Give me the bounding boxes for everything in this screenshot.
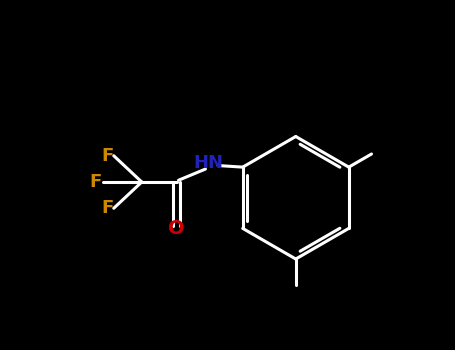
Text: HN: HN bbox=[193, 154, 223, 172]
Text: F: F bbox=[101, 199, 114, 217]
Text: F: F bbox=[101, 147, 114, 165]
Text: F: F bbox=[90, 173, 101, 191]
Text: O: O bbox=[168, 219, 185, 238]
